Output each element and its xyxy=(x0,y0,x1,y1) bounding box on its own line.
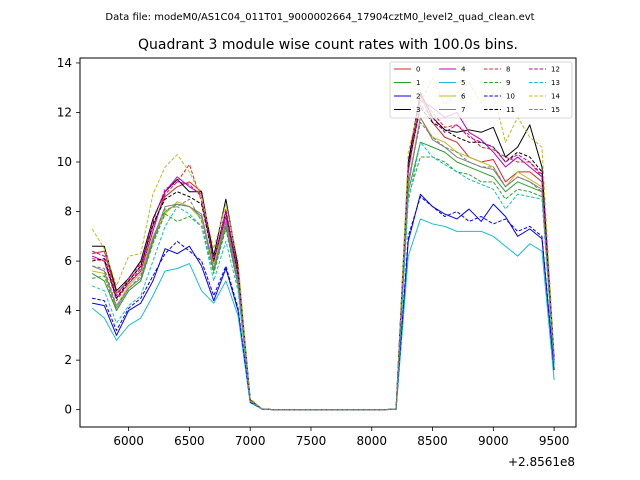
legend-label-9: 9 xyxy=(506,79,510,87)
legend-label-0: 0 xyxy=(416,66,420,74)
y-tick-label: 10 xyxy=(57,155,72,169)
y-tick-label: 4 xyxy=(64,304,72,318)
legend-label-5: 5 xyxy=(461,79,465,87)
x-tick-label: 6000 xyxy=(113,434,144,448)
suptitle: Data file: modeM0/AS1C04_011T01_90000026… xyxy=(105,12,534,23)
series-line-5 xyxy=(91,218,555,411)
series-line-15 xyxy=(92,121,555,411)
y-axis: 0 2 4 6 8 10 12 14 xyxy=(57,56,80,417)
y-tick-label: 12 xyxy=(57,105,72,119)
chart-title: Quadrant 3 module wise count rates with … xyxy=(138,37,518,53)
series-line-3 xyxy=(92,92,555,411)
x-tick-label: 9000 xyxy=(478,434,509,448)
y-tick-label: 8 xyxy=(64,205,72,219)
series-line-9 xyxy=(92,156,555,411)
x-axis: 6000 6500 7000 7500 8000 8500 9000 9500 xyxy=(113,427,569,448)
legend-label-1: 1 xyxy=(416,79,420,87)
legend-label-4: 4 xyxy=(461,66,466,74)
series-line-0 xyxy=(92,94,555,411)
legend-label-6: 6 xyxy=(461,93,466,101)
x-offset-label: +2.8561e8 xyxy=(508,455,575,469)
series-line-10 xyxy=(92,196,555,411)
x-tick-label: 7000 xyxy=(235,434,266,448)
series-line-2 xyxy=(92,193,555,411)
y-tick-label: 6 xyxy=(64,254,72,268)
legend-label-8: 8 xyxy=(506,66,510,74)
series-layer xyxy=(91,77,555,411)
x-tick-label: 8500 xyxy=(417,434,448,448)
series-line-8 xyxy=(92,94,555,411)
legend-label-15: 15 xyxy=(551,106,560,114)
x-tick-label: 8000 xyxy=(356,434,387,448)
legend-label-14: 14 xyxy=(551,93,560,101)
series-line-14 xyxy=(91,77,555,411)
legend-label-12: 12 xyxy=(551,66,560,74)
x-tick-label: 6500 xyxy=(174,434,205,448)
y-tick-label: 0 xyxy=(64,403,72,417)
legend-label-13: 13 xyxy=(551,79,560,87)
series-line-11 xyxy=(92,107,555,411)
legend-label-10: 10 xyxy=(506,93,515,101)
series-line-4 xyxy=(91,99,555,411)
y-tick-label: 2 xyxy=(64,353,72,367)
axes-frame xyxy=(79,57,577,428)
x-tick-label: 9500 xyxy=(539,434,570,448)
legend-label-11: 11 xyxy=(506,106,515,114)
plot-area xyxy=(79,57,577,428)
legend-label-2: 2 xyxy=(416,93,420,101)
legend-label-7: 7 xyxy=(461,106,465,114)
x-tick-label: 7500 xyxy=(296,434,327,448)
legend-frame xyxy=(389,61,573,119)
y-tick-label: 14 xyxy=(57,56,72,70)
legend-label-3: 3 xyxy=(416,106,420,114)
